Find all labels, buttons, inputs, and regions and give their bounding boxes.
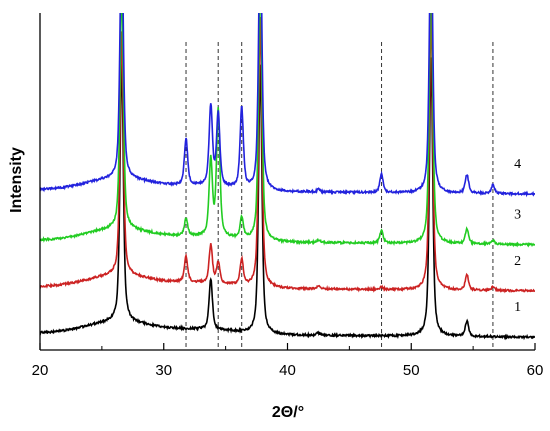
series-group — [40, 13, 535, 341]
x-tick-label-40: 40 — [279, 362, 296, 379]
y-axis-title: Intensity — [8, 147, 25, 213]
series-1-label: 1 — [514, 300, 521, 315]
reference-lines — [185, 42, 494, 350]
x-tick-label-60: 60 — [527, 362, 544, 379]
series-labels: 1 2 3 4 — [514, 157, 521, 315]
series-2-label: 2 — [514, 254, 521, 269]
x-tick-label-30: 30 — [155, 362, 172, 379]
series-2-line — [40, 13, 535, 294]
x-tick-label-20: 20 — [32, 362, 49, 379]
series-4-label: 4 — [514, 157, 521, 172]
series-3-line — [40, 13, 535, 248]
series-3-label: 3 — [514, 208, 521, 223]
x-tick-label-50: 50 — [403, 362, 420, 379]
x-ticks: 20 30 40 50 60 — [32, 343, 544, 379]
axes — [39, 13, 535, 351]
series-1-line — [40, 57, 535, 341]
series-4-line — [40, 13, 535, 198]
x-axis-title: 2Θ/° — [272, 404, 304, 421]
